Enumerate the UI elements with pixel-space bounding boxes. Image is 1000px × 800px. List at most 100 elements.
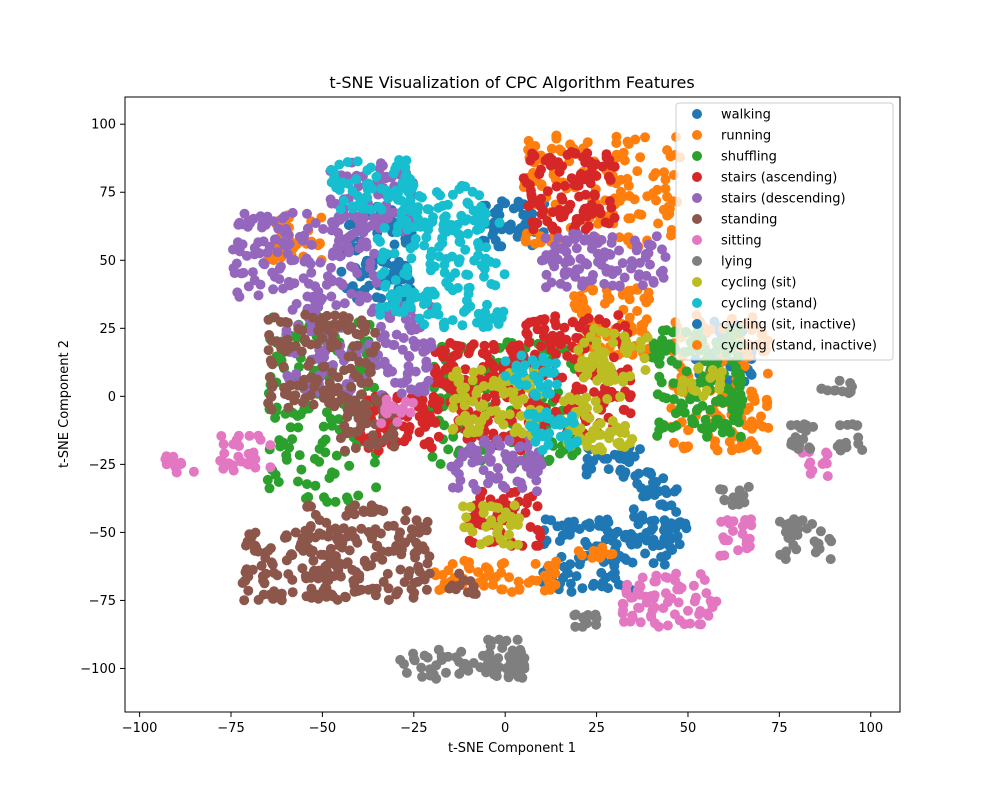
point-2-0-97	[318, 421, 329, 432]
point-4-3-99	[634, 257, 645, 268]
point-7-4-10	[719, 495, 730, 506]
point-5-0-94	[267, 559, 278, 570]
point-4-4-46	[492, 435, 503, 445]
point-5-2-114	[324, 377, 335, 388]
point-3-3-106	[547, 222, 558, 233]
point-9-0-117	[487, 313, 498, 324]
point-2-0-38	[287, 434, 298, 445]
point-7-1-13	[483, 664, 494, 675]
point-9-1-47	[337, 177, 348, 188]
point-9-0-124	[425, 251, 436, 262]
x-tick-label-4: 0	[501, 721, 509, 736]
point-4-1-80	[333, 212, 344, 223]
point-5-4-40	[343, 394, 354, 404]
point-5-1-111	[366, 500, 377, 511]
point-9-3-28	[519, 360, 530, 371]
point-7-1-11	[505, 659, 516, 670]
point-8-2-70	[498, 419, 509, 430]
point-0-2-92	[610, 573, 621, 584]
point-1-0-43	[622, 136, 633, 147]
point-6-5-7	[405, 407, 416, 418]
point-9-0-113	[420, 290, 431, 301]
y-tick-label-0: −100	[80, 662, 116, 677]
point-4-3-98	[549, 261, 560, 272]
point-8-0-34	[512, 519, 523, 530]
point-9-0-112	[377, 254, 387, 265]
point-5-1-127	[395, 564, 406, 575]
point-4-0-37	[310, 218, 321, 229]
point-5-4-18	[339, 420, 350, 431]
point-2-0-77	[293, 422, 304, 433]
point-2-2-67	[656, 377, 667, 388]
point-6-1-22	[228, 465, 239, 476]
point-1-2-113	[753, 419, 764, 430]
point-7-3-1	[834, 375, 845, 386]
point-4-2-104	[402, 374, 412, 385]
point-8-4-13	[698, 391, 709, 402]
point-9-0-8	[454, 254, 465, 265]
point-0-2-95	[569, 516, 579, 527]
point-1-0-101	[623, 180, 634, 191]
point-9-0-11	[494, 217, 505, 228]
point-9-0-119	[425, 259, 436, 270]
point-8-2-31	[471, 388, 482, 399]
y-tick-label-7: 75	[99, 186, 116, 201]
point-5-1-118	[310, 532, 321, 543]
point-7-2-22	[857, 445, 868, 455]
point-5-2-130	[356, 378, 367, 388]
point-5-4-4	[339, 445, 350, 456]
point-5-1-96	[400, 515, 411, 526]
point-3-3-75	[575, 169, 586, 179]
point-5-0-52	[281, 555, 292, 566]
point-9-0-131	[441, 254, 452, 264]
legend-items: walking running shuffling stairs (ascending…	[692, 108, 877, 354]
point-8-2-84	[460, 410, 471, 421]
point-5-1-119	[306, 501, 316, 512]
point-4-0-101	[269, 234, 280, 245]
point-9-0-135	[498, 306, 509, 317]
point-8-3-34	[619, 331, 630, 342]
point-0-5-22	[582, 453, 593, 464]
point-1-1-43	[496, 584, 507, 595]
point-0-2-16	[557, 520, 568, 531]
point-3-3-67	[579, 203, 590, 214]
point-5-0-77	[318, 549, 329, 560]
x-tick-label-2: −50	[309, 721, 336, 736]
point-4-3-36	[641, 270, 652, 281]
point-6-2-64	[658, 603, 669, 614]
legend-label-10: cycling (sit, inactive)	[721, 318, 856, 333]
point-3-3-104	[532, 198, 543, 209]
point-2-0-121	[371, 482, 382, 493]
point-9-0-132	[486, 279, 497, 289]
point-5-1-74	[383, 595, 394, 605]
point-5-2-53	[303, 360, 314, 371]
point-5-1-32	[377, 554, 388, 565]
point-8-3-56	[635, 343, 646, 354]
point-5-0-20	[239, 595, 250, 606]
x-tick-label-3: −25	[400, 721, 427, 736]
point-0-0-30	[640, 548, 651, 559]
point-6-2-26	[688, 580, 699, 591]
point-0-2-54	[626, 539, 637, 550]
legend-label-11: cycling (stand, inactive)	[721, 339, 877, 354]
point-9-1-46	[335, 204, 346, 215]
point-3-3-22	[542, 186, 553, 197]
point-8-3-40	[595, 372, 606, 383]
point-1-4-48	[578, 296, 589, 307]
point-2-0-98	[317, 437, 328, 448]
point-4-2-60	[291, 368, 302, 379]
point-2-2-80	[652, 389, 663, 400]
point-9-0-114	[401, 283, 412, 294]
point-9-1-29	[328, 166, 339, 177]
point-4-3-96	[546, 277, 557, 288]
point-4-0-106	[348, 262, 359, 273]
point-4-4-68	[527, 465, 538, 476]
point-1-4-73	[641, 314, 652, 325]
point-2-2-118	[705, 404, 716, 415]
point-5-2-81	[297, 397, 308, 408]
point-4-1-77	[389, 207, 400, 218]
point-3-2-32	[550, 406, 561, 417]
point-3-0-115	[434, 396, 445, 407]
point-8-1-52	[612, 422, 623, 433]
chart-title: t-SNE Visualization of CPC Algorithm Fea…	[329, 73, 694, 92]
